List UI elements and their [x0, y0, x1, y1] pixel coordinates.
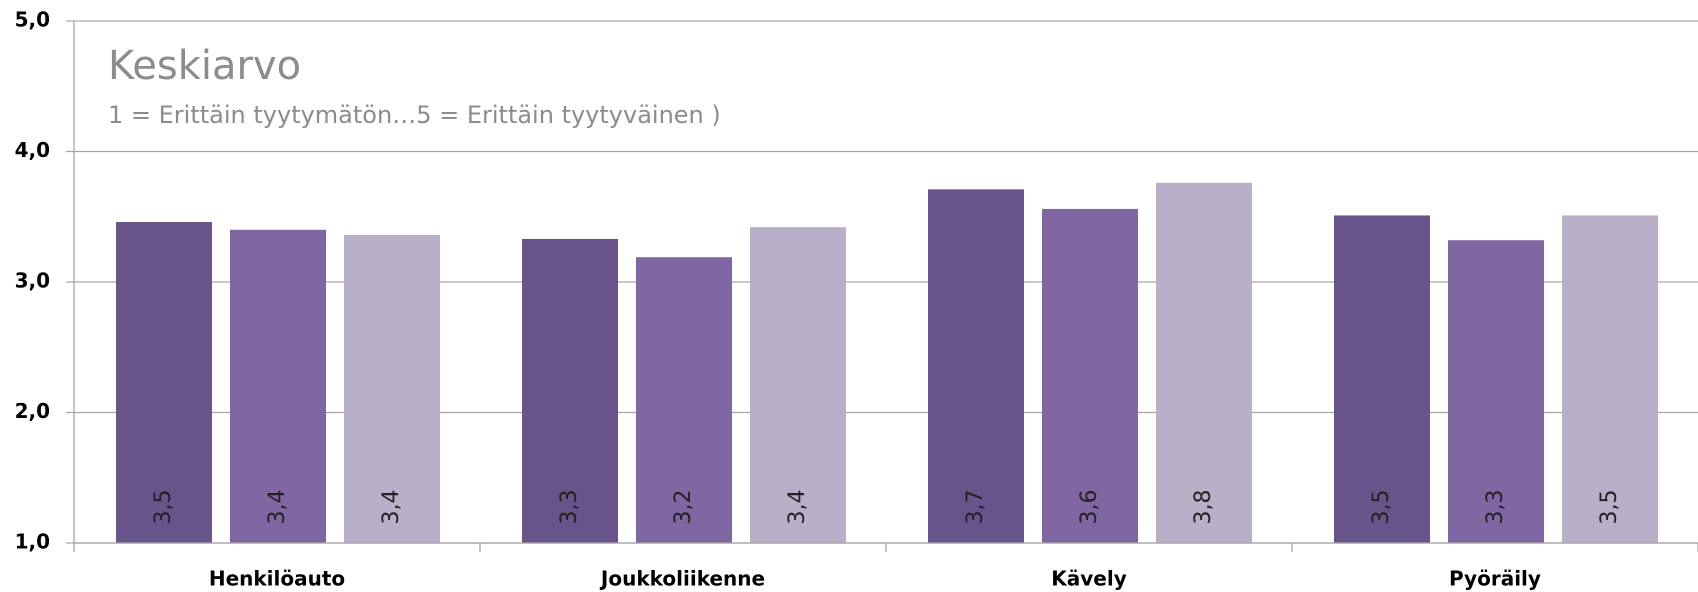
y-tick-label: 1,0 [15, 530, 50, 554]
y-tick-label: 4,0 [15, 138, 50, 162]
chart-subtitle: 1 = Erittäin tyytymätön…5 = Erittäin tyy… [108, 101, 721, 129]
y-tick-label: 5,0 [15, 8, 50, 32]
bar [928, 189, 1024, 543]
bar [1448, 240, 1544, 544]
bar [230, 229, 326, 544]
y-tick-label: 3,0 [15, 269, 50, 293]
chart-title: Keskiarvo [108, 43, 301, 89]
value-label: 3,4 [785, 490, 810, 525]
value-label: 3,8 [1191, 490, 1216, 525]
value-label: 3,4 [265, 490, 290, 525]
value-label: 3,5 [1369, 490, 1394, 525]
value-label: 3,3 [557, 490, 582, 525]
value-label: 3,5 [151, 490, 176, 525]
bar [750, 227, 846, 543]
bar [1334, 215, 1430, 543]
x-tick-label: Henkilöauto [209, 567, 345, 591]
bar [116, 221, 212, 543]
bar [636, 257, 732, 543]
value-label: 3,3 [1483, 490, 1508, 525]
bar [1156, 182, 1252, 543]
x-tick-label: Kävely [1051, 567, 1127, 591]
value-label: 3,5 [1597, 490, 1622, 525]
value-label: 3,7 [963, 490, 988, 525]
value-label: 3,6 [1077, 490, 1102, 525]
value-label: 3,2 [671, 490, 696, 525]
x-tick-label: Pyöräily [1449, 567, 1541, 591]
bar [344, 235, 440, 543]
bar [522, 238, 618, 543]
value-label: 3,4 [379, 490, 404, 525]
bar [1562, 215, 1658, 543]
bar [1042, 208, 1138, 544]
x-tick-label: Joukkoliikenne [599, 567, 765, 591]
y-tick-label: 2,0 [15, 399, 50, 423]
